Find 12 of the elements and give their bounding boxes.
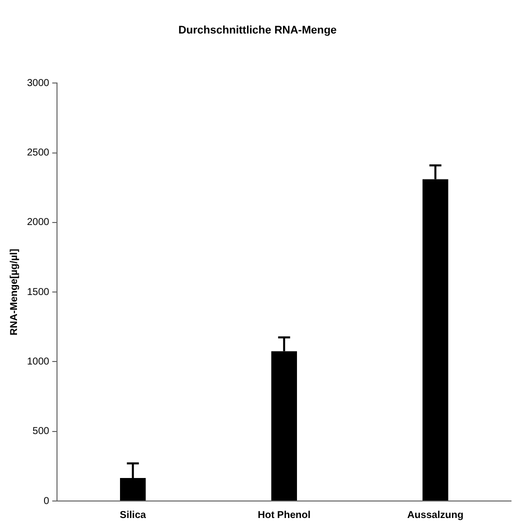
y-tick-label: 1500 [26,286,50,298]
y-tick-label: 500 [32,426,50,438]
y-tick-label: 1000 [26,356,50,368]
x-tick-label: Aussalzung [407,510,464,521]
x-tick-label: Hot Phenol [258,510,311,521]
y-tick-label: 3000 [26,78,50,89]
y-tick-label: 2000 [26,217,50,228]
x-tick-label: Silica [120,510,146,521]
y-axis-title: RNA-Menge[µg/µl] [8,248,20,336]
chart-title: Durchschnittliche RNA-Menge [178,24,337,37]
y-tick-label: 0 [44,496,50,507]
y-tick-label: 2500 [26,148,50,159]
